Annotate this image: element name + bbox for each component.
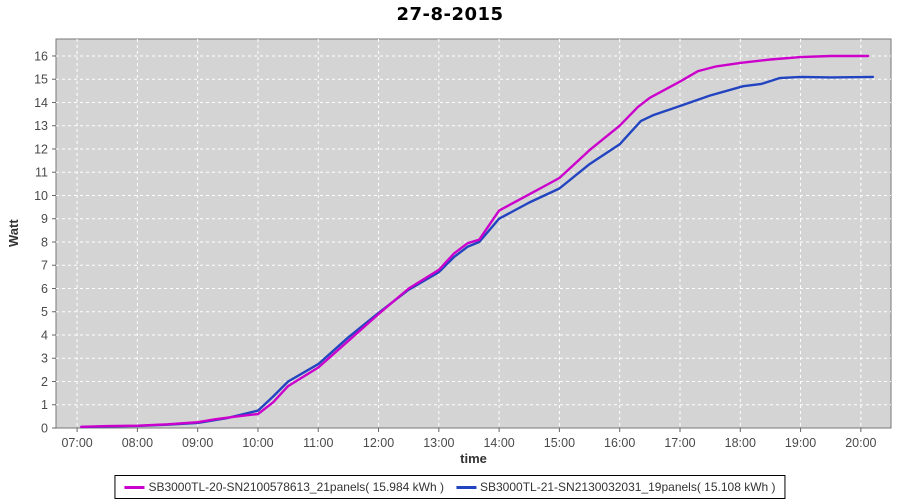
legend: SB3000TL-20-SN2100578613_21panels( 15.98… [114,475,786,499]
y-tick-label: 0 [41,422,48,436]
x-tick-label: 09:00 [182,436,213,450]
x-tick-label: 18:00 [725,436,756,450]
y-tick-label: 6 [41,282,48,296]
plot-background [55,38,892,429]
chart-title: 27-8-2015 [396,4,504,25]
x-tick-label: 08:00 [122,436,153,450]
x-tick-label: 12:00 [363,436,394,450]
y-tick-label: 12 [34,142,48,156]
x-axis-label: time [460,451,487,466]
magenta-line-swatch [124,485,145,489]
x-tick-label: 16:00 [604,436,635,450]
y-tick-label: 1 [41,398,48,412]
y-tick-label: 3 [41,352,48,366]
y-tick-label: 8 [41,235,48,249]
y-axis-label: Watt [6,219,21,248]
y-tick-label: 2 [41,375,48,389]
x-tick-label: 13:00 [423,436,454,450]
y-tick-label: 4 [41,328,48,342]
legend-label-inverter-20: SB3000TL-20-SN2100578613_21panels( 15.98… [148,480,444,494]
x-tick-label: 07:00 [61,436,92,450]
y-tick-label: 14 [34,96,48,110]
blue-line-swatch [456,485,476,489]
y-tick-label: 13 [34,119,48,133]
x-tick-label: 20:00 [845,436,876,450]
legend-item-inverter-20: SB3000TL-20-SN2100578613_21panels( 15.98… [124,480,444,494]
x-tick-label: 14:00 [483,436,514,450]
y-tick-label: 10 [34,189,48,203]
x-tick-label: 11:00 [303,436,333,450]
legend-item-inverter-21: SB3000TL-21-SN2130032031_19panels( 15.10… [456,480,776,494]
y-tick-label: 7 [41,259,48,273]
y-tick-label: 16 [34,49,48,63]
legend-label-inverter-21: SB3000TL-21-SN2130032031_19panels( 15.10… [480,480,776,494]
x-tick-label: 10:00 [242,436,273,450]
y-tick-label: 11 [35,166,48,180]
series-line-1 [80,54,870,428]
x-tick-label: 19:00 [785,436,816,450]
y-tick-label: 9 [41,212,48,226]
x-tick-label: 15:00 [544,436,575,450]
y-tick-label: 15 [34,73,48,87]
x-tick-label: 17:00 [664,436,695,450]
y-tick-label: 5 [41,305,48,319]
